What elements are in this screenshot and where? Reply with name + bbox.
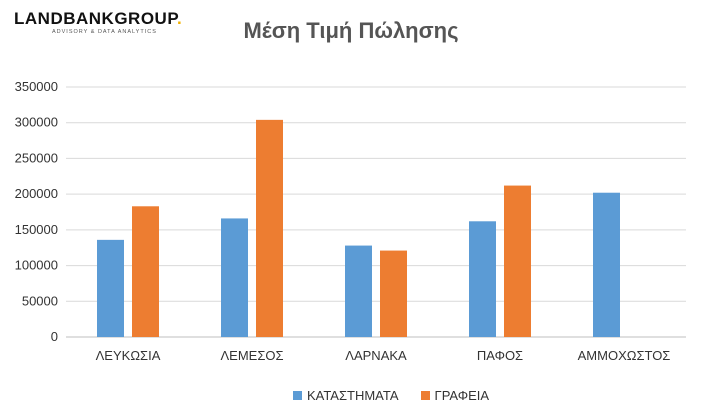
- legend-item: ΓΡΑΦΕΙΑ: [420, 388, 490, 403]
- x-axis-categories: ΛΕΥΚΩΣΙΑ ΛΕΜΕΣΟΣ ΛΑΡΝΑΚΑ ΠΑΦΟΣ ΑΜΜΟΧΩΣΤΟΣ: [96, 348, 671, 363]
- y-tick-label: 350000: [15, 79, 58, 94]
- y-tick-label: 200000: [15, 186, 58, 201]
- gridlines: [66, 86, 686, 338]
- y-tick-label: 0: [51, 329, 58, 344]
- logo-tagline: ADVISORY & DATA ANALYTICS: [52, 29, 157, 35]
- bar: [256, 119, 283, 337]
- bar: [221, 218, 248, 337]
- y-tick-label: 250000: [15, 150, 58, 165]
- x-category-label: ΛΕΜΕΣΟΣ: [220, 348, 283, 363]
- legend-label: ΓΡΑΦΕΙΑ: [434, 388, 490, 403]
- y-tick-label: 100000: [15, 258, 58, 273]
- x-category-label: ΠΑΦΟΣ: [477, 348, 523, 363]
- x-category-label: ΛΑΡΝΑΚΑ: [345, 348, 407, 363]
- legend-label: ΚΑΤΑΣΤΗΜΑΤΑ: [306, 388, 399, 403]
- bar: [504, 185, 531, 337]
- bar: [593, 192, 620, 337]
- legend-swatch: [420, 391, 430, 400]
- bars: [97, 119, 620, 337]
- y-axis-ticks: 0 50000 100000 150000 200000 250000 300000 3500…: [15, 79, 58, 344]
- y-tick-label: 300000: [15, 115, 58, 130]
- logo-wordmark: LANDBANKGROUP.: [14, 9, 183, 28]
- x-category-label: ΑΜΜΟΧΩΣΤΟΣ: [578, 348, 671, 363]
- logo: LANDBANKGROUP. ADVISORY & DATA ANALYTICS: [14, 10, 182, 36]
- x-category-label: ΛΕΥΚΩΣΙΑ: [96, 348, 161, 363]
- legend-swatch: [292, 391, 302, 400]
- bar: [380, 250, 407, 337]
- legend-item: ΚΑΤΑΣΤΗΜΑΤΑ: [292, 388, 399, 403]
- legend: ΚΑΤΑΣΤΗΜΑΤΑ ΓΡΑΦΕΙΑ: [30, 388, 722, 403]
- chart-title: Μέση Τιμή Πώλησης: [243, 18, 459, 43]
- y-tick-label: 150000: [15, 222, 58, 237]
- bar: [132, 206, 159, 337]
- bar: [97, 239, 124, 337]
- bar: [469, 221, 496, 337]
- y-tick-label: 50000: [22, 293, 58, 308]
- bar: [345, 245, 372, 337]
